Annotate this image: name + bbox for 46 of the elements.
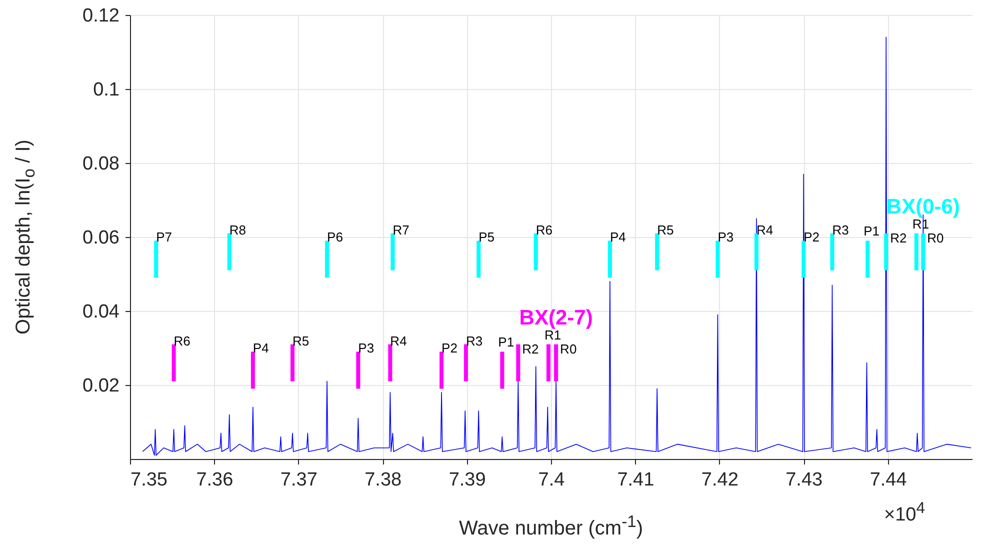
x-tick-label: 7.37 — [280, 470, 318, 490]
x-tick-label: 7.43 — [786, 470, 823, 490]
y-tick-label: 0.12 — [82, 6, 120, 26]
data-label: P2 — [804, 230, 820, 245]
data-label: R5 — [292, 333, 310, 348]
data-label: P4 — [252, 340, 269, 356]
line-series — [142, 36, 972, 456]
data-label: R2 — [890, 230, 907, 246]
series-label: BX(2-7) — [519, 306, 593, 330]
x-tick-label: 7.41 — [617, 470, 654, 490]
series-label: BX(0-6) — [886, 195, 960, 218]
data-label: R6 — [536, 222, 552, 238]
data-label: R4 — [756, 222, 774, 238]
data-label: R3 — [466, 333, 483, 348]
y-tick-label: 0.04 — [82, 302, 120, 322]
data-label: P4 — [610, 230, 626, 245]
data-label: R0 — [927, 230, 944, 246]
data-label: P3 — [718, 230, 734, 245]
data-label: R8 — [229, 222, 246, 238]
data-label: P3 — [358, 340, 374, 356]
x-tick-label: 7.42 — [701, 470, 738, 490]
data-label: P7 — [156, 230, 172, 245]
data-label: R3 — [832, 222, 849, 238]
data-label: R5 — [657, 222, 674, 238]
x-axis-title: Wave number (cm$^{-1}$) — [458, 512, 644, 540]
x-tick-label: 7.4 — [538, 470, 566, 490]
x-tick-label: 7.39 — [448, 470, 486, 490]
data-label: P1 — [498, 334, 514, 350]
data-label: R7 — [392, 222, 410, 238]
data-label: R6 — [174, 333, 190, 348]
x-tick-label: 7.35 — [130, 470, 168, 490]
x-tick-label: 7.38 — [364, 470, 402, 490]
x-tick-label: 7.36 — [196, 470, 234, 490]
y-tick-label: 0.08 — [82, 154, 120, 174]
data-label: P6 — [327, 230, 343, 245]
data-label: R2 — [522, 341, 539, 356]
data-label: P1 — [864, 224, 880, 239]
text: ×10$^{4}$ — [884, 500, 926, 526]
y-tick-label: 0.06 — [82, 228, 120, 248]
data-label: P5 — [478, 230, 494, 245]
x-tick-label: 7.44 — [870, 470, 908, 490]
y-tick-label: 0.02 — [82, 376, 120, 396]
y-tick-label: 0.1 — [93, 80, 120, 100]
data-label: P2 — [442, 340, 458, 356]
data-label: R4 — [390, 333, 407, 348]
data-label: R0 — [560, 341, 577, 356]
